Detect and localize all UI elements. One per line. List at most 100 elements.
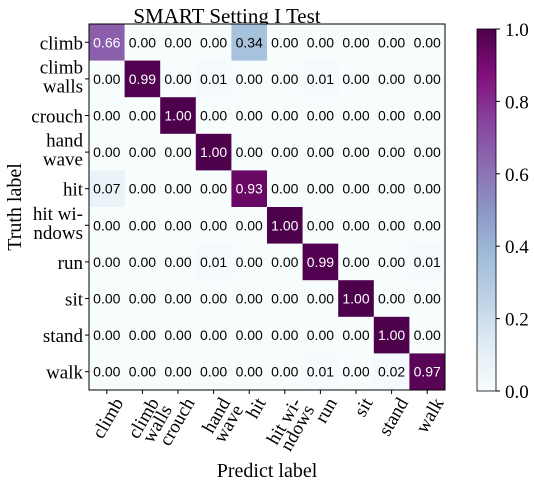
heatmap-cell — [302, 207, 339, 244]
cell-value-label: 0.00 — [414, 291, 441, 307]
cell-value-label: 0.00 — [271, 181, 298, 197]
cell-value-label: 0.00 — [414, 108, 441, 124]
cell-value-label: 0.00 — [164, 144, 191, 160]
cell-value-label: 0.00 — [93, 108, 120, 124]
heatmap-cell — [124, 133, 161, 171]
colorbar-tick-label: 0.6 — [505, 165, 529, 186]
cell-value-label: 1.00 — [342, 291, 369, 307]
heatmap-cell — [409, 24, 446, 61]
cell-value-label: 0.00 — [236, 364, 263, 380]
cell-value-label: 0.00 — [236, 291, 263, 307]
heatmap-cell — [231, 60, 268, 98]
heatmap-cell — [373, 316, 410, 354]
cell-value-label: 0.00 — [414, 34, 441, 50]
cell-value-label: 0.00 — [164, 254, 191, 270]
heatmap-cell — [124, 316, 161, 354]
cell-value-label: 0.00 — [129, 217, 156, 233]
cell-value-label: 0.00 — [378, 181, 405, 197]
cell-value-label: 0.34 — [236, 34, 263, 50]
heatmap-cell — [89, 353, 125, 391]
colorbar — [476, 28, 497, 392]
heatmap-cell — [267, 316, 303, 354]
heatmap-cell — [124, 60, 161, 98]
heatmap-cell — [231, 97, 268, 135]
cell-value-label: 0.00 — [271, 364, 298, 380]
heatmap-cell — [409, 170, 446, 208]
cell-value-label: 0.97 — [414, 364, 441, 380]
cell-value-label: 0.00 — [414, 144, 441, 160]
cell-value-label: 0.00 — [342, 34, 369, 50]
y-tick-label: hit wi-ndows — [33, 204, 83, 244]
cell-value-label: 0.99 — [129, 71, 156, 87]
heatmap-cell — [409, 316, 446, 354]
heatmap-cell — [302, 243, 339, 281]
heatmap-cell — [338, 316, 375, 354]
cell-value-label: 0.00 — [342, 71, 369, 87]
cell-value-label: 0.93 — [236, 181, 263, 197]
heatmap-cell — [160, 97, 197, 135]
heatmap-cell — [409, 133, 446, 171]
colorbar-tick-label: 1.0 — [505, 20, 529, 41]
cell-value-label: 0.00 — [378, 108, 405, 124]
plot-frame — [88, 23, 446, 391]
y-tick-label: walk — [46, 363, 83, 384]
cell-value-label: 0.00 — [129, 34, 156, 50]
cell-value-label: 0.00 — [271, 254, 298, 270]
cell-value-label: 0.00 — [129, 144, 156, 160]
cell-value-label: 0.00 — [378, 144, 405, 160]
cell-value-label: 0.00 — [342, 217, 369, 233]
y-tick-labels: climb climb walls crouch hand wave hit hit wi-n… — [31, 33, 89, 384]
heatmap-cell — [231, 207, 268, 244]
heatmap-cell — [160, 207, 197, 244]
heatmap-cell — [89, 207, 125, 244]
cell-value-label: 0.00 — [342, 364, 369, 380]
heatmap-cell — [160, 353, 197, 391]
heatmap-cell — [195, 280, 232, 318]
x-tick-label: hit — [242, 394, 271, 422]
heatmap-cell — [160, 243, 197, 281]
heatmap-cell — [302, 97, 339, 135]
cell-value-label: 0.00 — [129, 181, 156, 197]
heatmap-cell — [89, 133, 125, 171]
heatmap-cell — [195, 243, 232, 281]
heatmap-cell — [338, 97, 375, 135]
y-tick-label: run — [58, 253, 84, 274]
cell-value-label: 0.00 — [271, 34, 298, 50]
cell-value-label: 0.00 — [342, 327, 369, 343]
heatmap-cell — [409, 280, 446, 318]
cell-value-label: 0.00 — [307, 327, 334, 343]
cell-value-label: 1.00 — [271, 217, 298, 233]
cell-value-label: 0.00 — [93, 254, 120, 270]
cell-value-label: 0.01 — [200, 254, 227, 270]
heatmap-cell — [124, 207, 161, 244]
heatmap-cell — [231, 170, 268, 208]
cell-value-label: 0.00 — [271, 144, 298, 160]
heatmap-cell — [267, 24, 303, 61]
heatmap-cell — [338, 280, 375, 318]
heatmap-cell — [160, 60, 197, 98]
cell-value-label: 0.00 — [307, 144, 334, 160]
cell-value-label: 0.00 — [271, 291, 298, 307]
heatmap-cell — [195, 24, 232, 61]
heatmap-cell — [302, 316, 339, 354]
cell-value-label: 0.00 — [164, 364, 191, 380]
heatmap-cell — [195, 353, 232, 391]
cell-value-label: 0.00 — [200, 181, 227, 197]
heatmap-cell — [302, 353, 339, 391]
colorbar-tick-label: 0.0 — [505, 382, 529, 403]
heatmap-cell — [89, 280, 125, 318]
heatmap-cell — [195, 60, 232, 98]
heatmap-cell — [195, 316, 232, 354]
cell-value-label: 0.00 — [271, 327, 298, 343]
cell-value-label: 0.00 — [93, 144, 120, 160]
cell-value-label: 0.00 — [414, 71, 441, 87]
heatmap-cell — [302, 280, 339, 318]
cell-value-label: 0.00 — [164, 34, 191, 50]
heatmap-cell — [89, 97, 125, 135]
cell-value-label: 0.00 — [378, 254, 405, 270]
cell-value-label: 0.00 — [200, 364, 227, 380]
heatmap-cell — [409, 353, 446, 391]
cell-value-label: 0.00 — [93, 364, 120, 380]
